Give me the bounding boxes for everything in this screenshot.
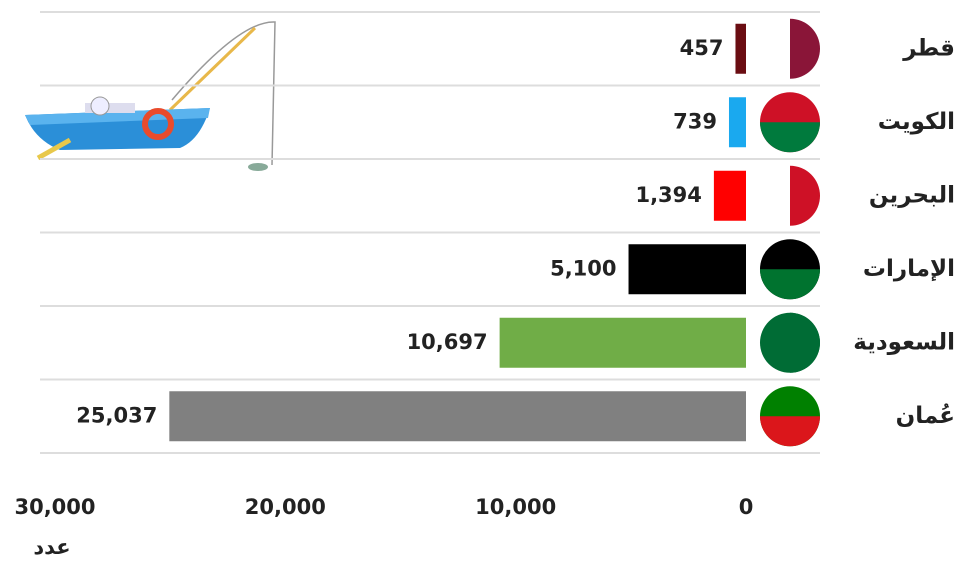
value-label: 739: [673, 109, 717, 133]
flag-icon: [760, 165, 820, 226]
category-label: عُمان: [896, 402, 955, 428]
bar: [628, 244, 746, 295]
flag-icon: [760, 92, 820, 153]
flag-icon: [760, 312, 820, 373]
category-label: قطر: [902, 35, 955, 61]
category-label: السعودية: [853, 329, 955, 355]
bar: [713, 170, 746, 221]
value-label: 1,394: [635, 183, 701, 207]
flag-part: [760, 269, 820, 300]
category-label: البحرين: [869, 182, 955, 208]
value-label: 5,100: [550, 256, 616, 280]
flag-part: [790, 165, 820, 226]
boat-illustration: [25, 21, 276, 171]
x-axis-label: عدد: [33, 535, 70, 559]
category-label: الكويت: [878, 109, 955, 135]
flag-part: [760, 416, 820, 447]
x-tick-label: 10,000: [475, 495, 556, 519]
x-tick-label: 20,000: [245, 495, 326, 519]
bar: [735, 23, 746, 74]
x-tick-label: 30,000: [14, 495, 95, 519]
value-label: 10,697: [407, 330, 488, 354]
flag-part: [790, 18, 820, 79]
bar: [728, 97, 746, 148]
bar: [499, 317, 746, 368]
bar: [169, 391, 746, 442]
category-label: الإمارات: [863, 256, 955, 282]
flag-icon: [760, 386, 820, 447]
flag-part: [760, 122, 820, 153]
flag-part: [790, 312, 820, 373]
value-label: 457: [680, 36, 724, 60]
value-label: 25,037: [76, 403, 157, 427]
flag-icon: [760, 239, 820, 300]
flag-icon: [760, 18, 820, 79]
x-tick-label: 0: [739, 495, 754, 519]
